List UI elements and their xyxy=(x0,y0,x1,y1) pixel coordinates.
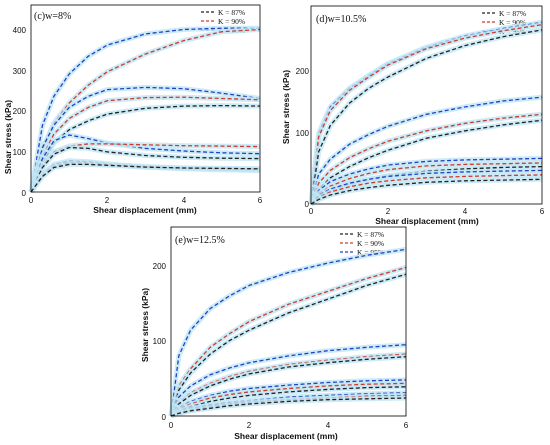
series-halo-c-2 xyxy=(28,84,261,193)
legend-label-e-k90: K = 90% xyxy=(357,239,384,248)
x-tick-label-e-3: 6 xyxy=(404,421,409,430)
y-tick-labels-d: 0 100 200 xyxy=(296,67,310,209)
series-halo-c-10 xyxy=(28,161,261,194)
x-tick-labels-e: 0 2 4 6 xyxy=(169,421,409,430)
plot-frame-e xyxy=(170,226,407,417)
series-line-c-1 xyxy=(30,28,261,193)
series-line-d-2 xyxy=(310,29,543,205)
y-tick-labels-c: 0 100 200 300 400 xyxy=(13,26,27,198)
x-tick-label-d-2: 4 xyxy=(463,207,468,216)
x-tick-label-c-2: 4 xyxy=(182,196,187,205)
series-line-c-3 xyxy=(30,96,261,193)
y-tick-label-d-2: 200 xyxy=(296,67,310,76)
x-tick-label-e-1: 2 xyxy=(247,421,252,430)
series-line-d-5 xyxy=(310,119,543,205)
chart-panel-d: Shear stress (kPa) 0 100 200 0 2 4 6 She… xyxy=(281,5,545,226)
plot-series-c xyxy=(28,25,261,194)
y-tick-label-c-2: 200 xyxy=(13,107,27,116)
panel-label-e: (e)w=12.5% xyxy=(175,235,225,246)
series-line-d-9 xyxy=(310,169,543,205)
series-line-d-11 xyxy=(310,178,543,205)
y-tick-label-c-4: 400 xyxy=(13,26,27,35)
y-tick-label-c-1: 100 xyxy=(13,148,27,157)
series-line-c-10 xyxy=(30,163,261,193)
x-tick-label-d-3: 6 xyxy=(540,207,545,216)
series-line-d-4 xyxy=(310,113,543,205)
series-line-c-7 xyxy=(30,146,261,193)
legend-label-d-k87: K = 87% xyxy=(499,9,526,18)
y-tick-label-d-0: 0 xyxy=(305,200,310,209)
series-line-c-2 xyxy=(30,86,261,193)
chart-panel-e: Shear stress (kPa) 0 100 200 0 2 4 6 She… xyxy=(140,226,409,441)
series-line-d-1 xyxy=(310,24,543,205)
x-tick-labels-c: 0 2 4 6 xyxy=(29,196,263,205)
panel-label-d: (d)w=10.5% xyxy=(316,14,366,25)
x-tick-label-c-0: 0 xyxy=(29,196,34,205)
x-tick-label-d-1: 2 xyxy=(386,207,391,216)
x-tick-label-c-1: 2 xyxy=(105,196,110,205)
y-tick-label-d-1: 100 xyxy=(296,129,310,138)
y-axis-title-c: Shear stress (kPa) xyxy=(3,100,13,174)
y-tick-label-c-0: 0 xyxy=(22,189,27,198)
legend-label-e-k87: K = 87% xyxy=(357,230,384,239)
series-halo-e-2 xyxy=(168,271,407,417)
y-tick-label-e-2: 200 xyxy=(153,262,167,271)
x-axis-title-d: Shear displacement (mm) xyxy=(375,216,479,226)
legend-label-c-k90: K = 90% xyxy=(218,17,245,26)
y-tick-label-c-3: 300 xyxy=(13,67,27,76)
plot-frame-d xyxy=(310,5,543,205)
y-axis-title-d: Shear stress (kPa) xyxy=(281,70,291,144)
plot-series-e xyxy=(168,246,407,419)
x-tick-label-d-0: 0 xyxy=(309,207,314,216)
plot-frame-c xyxy=(30,4,261,193)
legend-label-d-k90: K = 90% xyxy=(499,18,526,27)
x-tick-label-e-2: 4 xyxy=(326,421,331,430)
x-tick-label-e-0: 0 xyxy=(169,421,174,430)
series-line-e-6 xyxy=(170,379,407,417)
legend-label-c-k87: K = 87% xyxy=(218,8,245,17)
panel-label-c: (c)w=8% xyxy=(34,11,71,22)
series-line-d-3 xyxy=(310,96,543,205)
series-line-d-6 xyxy=(310,157,543,205)
series-line-e-11 xyxy=(170,397,407,417)
y-tick-labels-e: 0 100 200 xyxy=(153,262,167,422)
series-line-e-5 xyxy=(170,356,407,417)
series-line-e-0 xyxy=(170,248,407,417)
y-axis-title-e: Shear stress (kPa) xyxy=(140,288,150,362)
series-line-c-6 xyxy=(30,143,261,193)
y-tick-label-e-0: 0 xyxy=(162,413,167,422)
series-line-c-5 xyxy=(30,134,261,193)
y-tick-label-e-1: 100 xyxy=(153,337,167,346)
chart-panel-c: Shear stress (kPa) 0 100 200 300 400 0 2… xyxy=(3,4,263,215)
plot-series-d xyxy=(308,19,543,207)
series-line-c-0 xyxy=(30,27,260,193)
x-tick-label-c-3: 6 xyxy=(258,196,263,205)
x-axis-title-e: Shear displacement (mm) xyxy=(234,431,338,441)
x-tick-labels-d: 0 2 4 6 xyxy=(309,207,545,216)
series-line-e-3 xyxy=(170,344,407,417)
x-axis-title-c: Shear displacement (mm) xyxy=(93,205,197,215)
